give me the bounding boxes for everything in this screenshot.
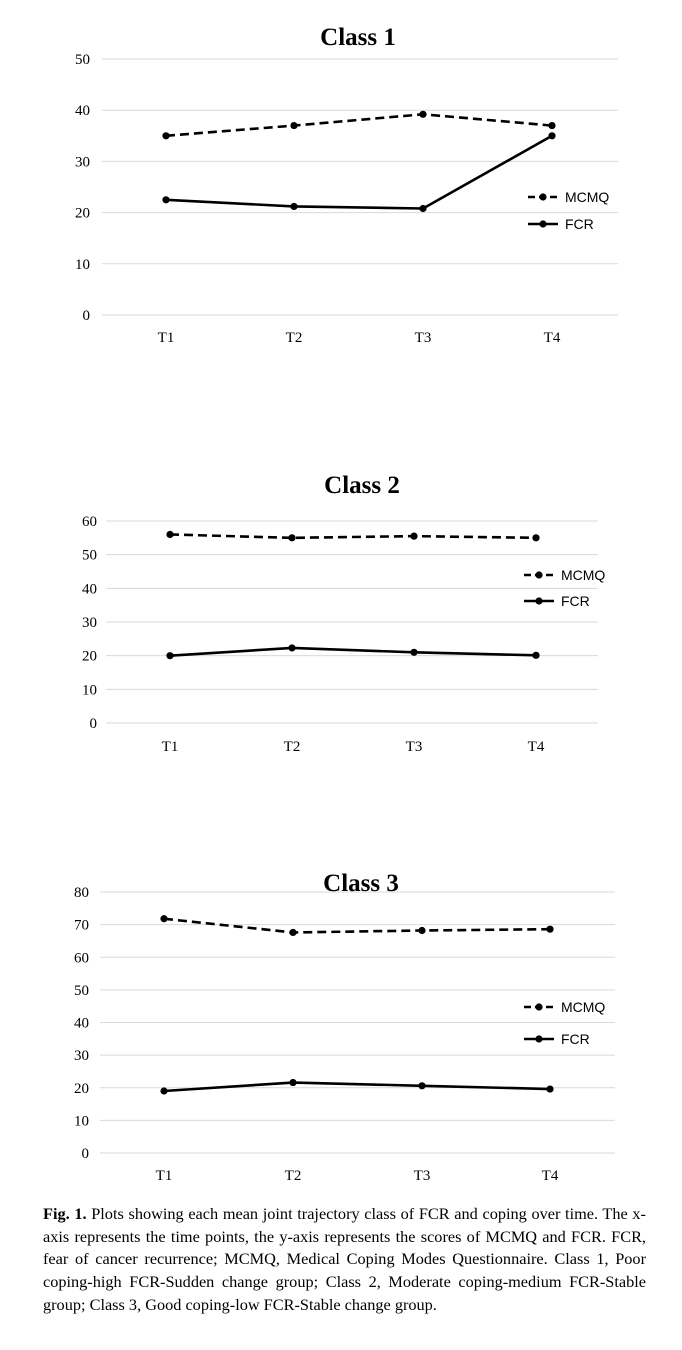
legend-label-mcmq: MCMQ bbox=[561, 567, 605, 583]
y-tick-label: 0 bbox=[90, 716, 98, 732]
data-point-mcmq bbox=[290, 121, 298, 130]
series-line-mcmq bbox=[165, 112, 553, 138]
legend-marker-mcmq bbox=[535, 1003, 543, 1011]
legend-marker-fcr bbox=[535, 597, 543, 605]
legend-label-fcr: FCR bbox=[561, 1031, 590, 1047]
x-tick-label: T4 bbox=[542, 1168, 559, 1184]
y-tick-label: 80 bbox=[74, 885, 89, 901]
data-point-fcr bbox=[289, 1078, 297, 1087]
data-point-mcmq bbox=[166, 530, 174, 539]
data-point-mcmq bbox=[162, 132, 170, 140]
y-tick-label: 40 bbox=[82, 581, 97, 597]
chart-class-2: 0 10 20 30 40 50 60 T1 T2 T3 T4 Class 2 MCMQ FCR bbox=[82, 472, 605, 755]
data-point-fcr bbox=[288, 644, 296, 652]
chart-class-1: 0 10 20 30 40 50 T1 T2 T3 T4 Class 1 MCMQ FCR bbox=[75, 24, 618, 346]
series-line-mcmq bbox=[163, 917, 551, 934]
data-point-mcmq bbox=[548, 121, 556, 130]
figure-caption: Fig. 1. Plots showing each mean joint tr… bbox=[43, 1203, 646, 1317]
y-tick-label: 0 bbox=[83, 308, 91, 324]
x-tick-label: T3 bbox=[415, 330, 432, 346]
legend-label-fcr: FCR bbox=[565, 216, 594, 232]
y-tick-label: 30 bbox=[75, 154, 90, 170]
y-tick-label: 40 bbox=[75, 103, 90, 119]
legend-label-mcmq: MCMQ bbox=[561, 999, 605, 1015]
data-point-fcr bbox=[162, 196, 170, 204]
data-point-fcr bbox=[419, 204, 427, 213]
data-point-fcr bbox=[418, 1082, 426, 1090]
y-tick-label: 60 bbox=[82, 514, 97, 530]
y-tick-label: 70 bbox=[74, 918, 89, 934]
y-tick-label: 60 bbox=[74, 950, 89, 966]
x-tick-label: T1 bbox=[156, 1168, 173, 1184]
caption-label: Fig. 1. bbox=[43, 1204, 87, 1223]
y-tick-label: 10 bbox=[82, 682, 97, 698]
series-line-fcr bbox=[169, 646, 537, 657]
y-tick-label: 10 bbox=[75, 257, 90, 273]
x-tick-label: T4 bbox=[544, 330, 561, 346]
data-point-fcr bbox=[290, 202, 298, 211]
data-point-mcmq bbox=[160, 915, 168, 923]
y-tick-label: 20 bbox=[82, 649, 97, 665]
data-point-fcr bbox=[160, 1087, 168, 1095]
data-point-fcr bbox=[166, 652, 174, 660]
y-tick-label: 50 bbox=[74, 983, 89, 999]
legend-marker-fcr bbox=[535, 1035, 543, 1043]
data-point-fcr bbox=[410, 648, 418, 656]
y-tick-label: 50 bbox=[82, 548, 97, 564]
chart-title: Class 1 bbox=[320, 24, 396, 51]
x-tick-label: T1 bbox=[158, 330, 175, 346]
caption-text: Plots showing each mean joint trajectory… bbox=[43, 1204, 646, 1314]
series-line-fcr bbox=[163, 1081, 551, 1093]
y-tick-label: 30 bbox=[74, 1048, 89, 1064]
y-tick-label: 40 bbox=[74, 1016, 89, 1032]
x-tick-label: T2 bbox=[284, 739, 301, 755]
data-point-mcmq bbox=[532, 534, 540, 542]
data-point-mcmq bbox=[289, 928, 297, 937]
y-tick-label: 0 bbox=[82, 1146, 90, 1162]
legend-marker-mcmq bbox=[535, 571, 543, 579]
x-tick-label: T2 bbox=[286, 330, 303, 346]
y-tick-label: 10 bbox=[74, 1113, 89, 1129]
data-point-mcmq bbox=[410, 532, 418, 540]
data-point-fcr bbox=[548, 132, 556, 140]
x-tick-label: T2 bbox=[285, 1168, 302, 1184]
legend-marker-fcr bbox=[539, 220, 547, 228]
series-line-mcmq bbox=[169, 533, 537, 540]
data-point-mcmq bbox=[418, 926, 426, 935]
chart-class-3: 0 10 20 30 40 50 60 70 80 T1 T2 T3 T4 Class 3 MCMQ FCR bbox=[74, 870, 615, 1184]
data-point-mcmq bbox=[546, 925, 554, 933]
chart-title: Class 2 bbox=[324, 472, 400, 499]
legend-label-fcr: FCR bbox=[561, 593, 590, 609]
x-tick-label: T3 bbox=[414, 1168, 431, 1184]
data-point-mcmq bbox=[419, 110, 427, 118]
y-tick-label: 30 bbox=[82, 615, 97, 631]
y-tick-label: 20 bbox=[75, 206, 90, 222]
series-line-fcr bbox=[165, 134, 553, 210]
x-tick-label: T3 bbox=[406, 739, 423, 755]
data-point-mcmq bbox=[288, 534, 296, 542]
x-tick-label: T4 bbox=[528, 739, 545, 755]
data-point-fcr bbox=[546, 1085, 554, 1093]
legend-label-mcmq: MCMQ bbox=[565, 189, 609, 205]
y-tick-label: 50 bbox=[75, 52, 90, 68]
data-point-fcr bbox=[532, 651, 540, 659]
x-tick-label: T1 bbox=[162, 739, 179, 755]
chart-title: Class 3 bbox=[323, 870, 399, 897]
y-tick-label: 20 bbox=[74, 1081, 89, 1097]
legend-marker-mcmq bbox=[539, 193, 547, 201]
